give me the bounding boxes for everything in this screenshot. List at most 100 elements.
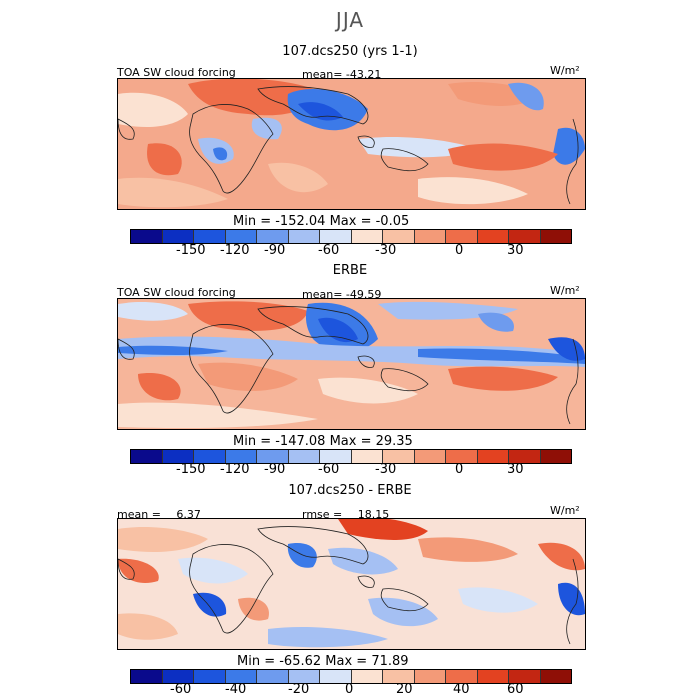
panel-3-tick: 60 <box>507 682 524 697</box>
colorbar-swatch <box>446 230 478 243</box>
colorbar-swatch <box>446 450 478 463</box>
panel-3-max-value: 71.89 <box>371 654 409 669</box>
panel-3-min-label: Min = <box>237 654 276 669</box>
panel-1-min-value: -152.04 <box>275 214 326 229</box>
panel-2-min-value: -147.08 <box>275 434 326 449</box>
colorbar-swatch <box>194 670 226 683</box>
colorbar-swatch <box>225 670 257 683</box>
colorbar-swatch <box>225 230 257 243</box>
panel-1-mean-label: mean= <box>302 68 343 81</box>
colorbar-swatch <box>509 450 541 463</box>
panel-3-title: 107.dcs250 - ERBE <box>288 483 412 498</box>
panel-1-mean: mean= -43.21 <box>302 68 381 81</box>
colorbar-swatch <box>162 450 194 463</box>
panel-1-units: W/m² <box>550 64 580 77</box>
colorbar-swatch <box>540 670 571 683</box>
colorbar-swatch <box>383 670 415 683</box>
panel-1-mean-value: -43.21 <box>345 68 382 81</box>
colorbar-swatch <box>162 670 194 683</box>
colorbar-swatch <box>257 450 289 463</box>
colorbar-swatch <box>446 670 478 683</box>
panel-2-minmax: Min = -147.08 Max = 29.35 <box>233 434 413 449</box>
colorbar-swatch <box>131 450 163 463</box>
panel-2-variable-label: TOA SW cloud forcing <box>117 286 236 299</box>
panel-3-rmse-value: 18.15 <box>357 508 390 521</box>
panel-1-tick: -90 <box>264 243 286 258</box>
panel-1-minmax: Min = -152.04 Max = -0.05 <box>233 214 409 229</box>
colorbar-swatch <box>288 230 320 243</box>
colorbar-swatch <box>351 670 383 683</box>
panel-3-minmax: Min = -65.62 Max = 71.89 <box>237 654 409 669</box>
panel-3-tick: 0 <box>345 682 354 697</box>
colorbar-swatch <box>225 450 257 463</box>
panel-1-tick: -150 <box>176 243 206 258</box>
panel-3-tick: 20 <box>396 682 413 697</box>
colorbar-swatch <box>509 670 541 683</box>
colorbar-swatch <box>477 230 509 243</box>
panel-3-colorbar <box>130 669 572 684</box>
panel-2-tick: 30 <box>507 462 524 477</box>
panel-2-min-label: Min = <box>233 434 272 449</box>
panel-2-tick: -150 <box>176 462 206 477</box>
colorbar-swatch <box>320 450 352 463</box>
colorbar-swatch <box>414 670 446 683</box>
panel-1-min-label: Min = <box>233 214 272 229</box>
panel-2-colorbar <box>130 449 572 464</box>
panel-2-max-label: Max = <box>329 434 372 449</box>
panel-3-map <box>117 518 586 650</box>
colorbar-swatch <box>131 670 163 683</box>
colorbar-swatch <box>257 670 289 683</box>
colorbar-swatch <box>288 670 320 683</box>
colorbar-swatch <box>351 450 383 463</box>
panel-2-title: ERBE <box>332 263 368 278</box>
colorbar-swatch <box>414 450 446 463</box>
panel-3-tick: -40 <box>225 682 247 697</box>
panel-2-tick: -120 <box>220 462 250 477</box>
colorbar-swatch <box>540 230 571 243</box>
panel-1-tick: -120 <box>220 243 250 258</box>
panel-3-max-label: Max = <box>325 654 368 669</box>
colorbar-swatch <box>320 230 352 243</box>
panel-2-mean: mean= -49.59 <box>302 288 381 301</box>
panel-2-map <box>117 298 586 430</box>
season-title: JJA <box>335 8 365 32</box>
panel-2-max-value: 29.35 <box>375 434 413 449</box>
panel-2-mean-label: mean= <box>302 288 343 301</box>
colorbar-swatch <box>383 450 415 463</box>
panel-3-rmse: rmse = 18.15 <box>302 508 389 521</box>
colorbar-swatch <box>162 230 194 243</box>
panel-2-tick: 0 <box>455 462 464 477</box>
colorbar-swatch <box>194 450 226 463</box>
panel-3-rmse-label: rmse = <box>302 508 343 521</box>
panel-3-min-value: -65.62 <box>279 654 322 669</box>
colorbar-swatch <box>509 230 541 243</box>
colorbar-swatch <box>477 670 509 683</box>
panel-3-tick: 40 <box>453 682 470 697</box>
panel-3-tick: -20 <box>288 682 310 697</box>
colorbar-swatch <box>257 230 289 243</box>
panel-2-tick: -30 <box>375 462 397 477</box>
panel-1-max-label: Max = <box>329 214 372 229</box>
colorbar-swatch <box>131 230 163 243</box>
colorbar-swatch <box>540 450 571 463</box>
colorbar-swatch <box>320 670 352 683</box>
panel-1-map <box>117 78 586 210</box>
colorbar-swatch <box>477 450 509 463</box>
colorbar-swatch <box>288 450 320 463</box>
colorbar-swatch <box>383 230 415 243</box>
panel-1-tick: 0 <box>455 243 464 258</box>
panel-1-title: 107.dcs250 (yrs 1-1) <box>282 44 418 59</box>
panel-1-tick: -60 <box>318 243 340 258</box>
panel-1-variable-label: TOA SW cloud forcing <box>117 66 236 79</box>
panel-3-mean-label: mean = <box>117 508 161 521</box>
panel-2-tick: -90 <box>264 462 286 477</box>
panel-2-units: W/m² <box>550 284 580 297</box>
panel-1-max-value: -0.05 <box>375 214 410 229</box>
panel-3-units: W/m² <box>550 504 580 517</box>
panel-3-mean-value: 6.37 <box>176 508 201 521</box>
colorbar-swatch <box>414 230 446 243</box>
panel-1-tick: -30 <box>375 243 397 258</box>
panel-1-colorbar <box>130 229 572 244</box>
colorbar-swatch <box>194 230 226 243</box>
panel-2-tick: -60 <box>318 462 340 477</box>
